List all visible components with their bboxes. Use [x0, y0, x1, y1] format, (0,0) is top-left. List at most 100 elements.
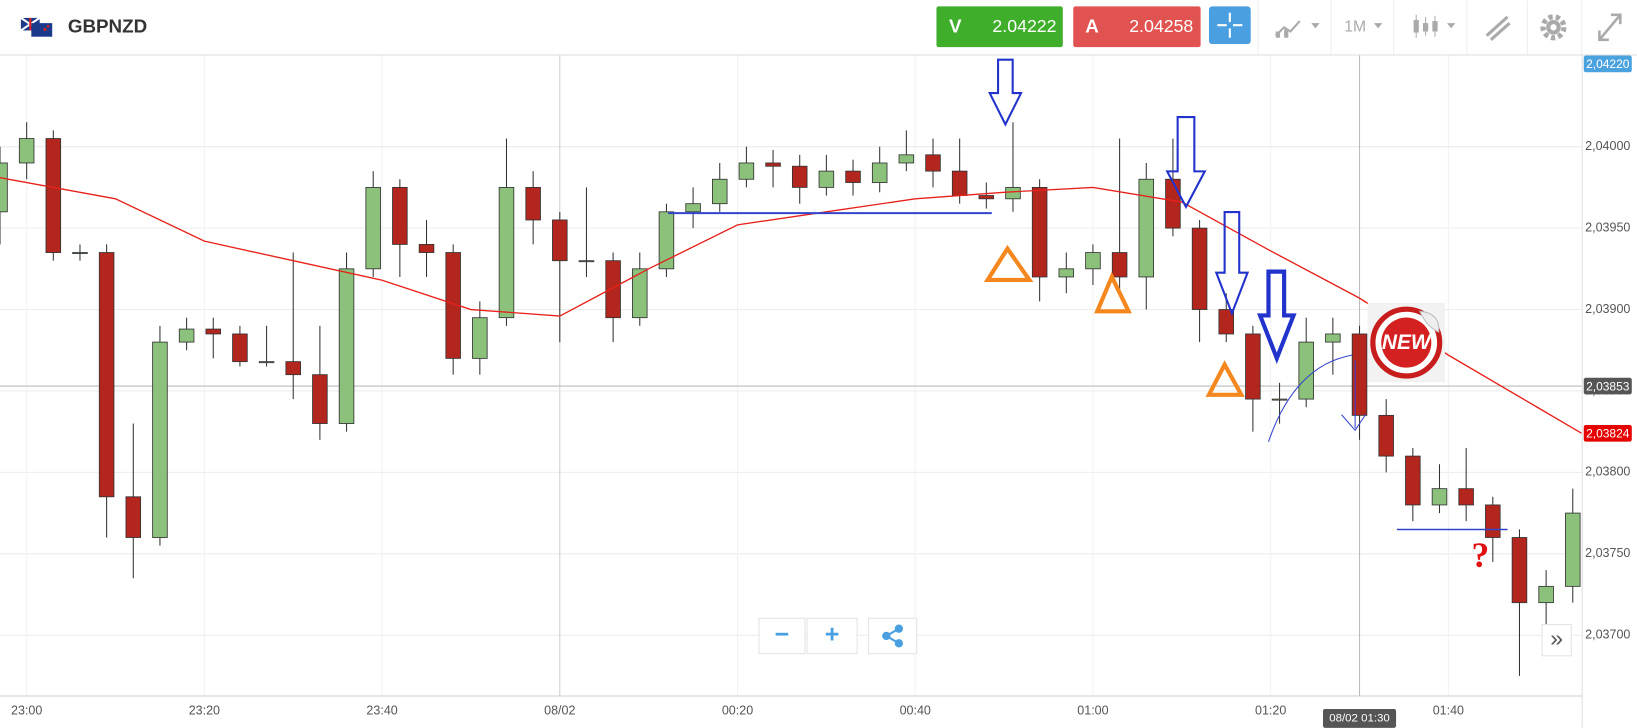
annotations	[668, 58, 1508, 531]
top-tag-bg	[1583, 55, 1632, 73]
sell-letter: V	[949, 15, 962, 36]
x-tick-label: 00:20	[722, 703, 753, 717]
x-tick-label: 01:00	[1077, 703, 1108, 717]
candle-body	[285, 361, 301, 376]
candle-body	[205, 328, 222, 335]
candle-body	[685, 203, 701, 213]
x-tick-label: 08/02	[544, 703, 575, 717]
candle-body	[658, 211, 675, 270]
candle-body	[232, 333, 248, 363]
crosshair-y-tag	[1583, 377, 1632, 395]
candle-body	[1165, 178, 1181, 229]
candle-body	[45, 138, 62, 253]
timeframe-caret	[1373, 23, 1383, 29]
candle-body	[1378, 414, 1394, 457]
candle-body	[578, 260, 595, 263]
candle-body	[1031, 186, 1048, 278]
candle-body	[18, 138, 35, 164]
candle-body	[1245, 333, 1261, 400]
candle-body	[1431, 488, 1448, 506]
y-tick-label: 2,03800	[1585, 465, 1630, 479]
candle-body	[472, 317, 488, 359]
candle-body	[898, 154, 915, 164]
candle-body	[258, 361, 275, 364]
candle-body	[1538, 585, 1554, 604]
zoom-in-label[interactable]: +	[825, 621, 840, 649]
chart-type-button[interactable]	[1275, 20, 1320, 38]
candle-body	[978, 195, 995, 200]
buy-price: 2.04258	[1129, 16, 1193, 36]
zoom-out-label[interactable]: −	[775, 621, 790, 649]
y-tick-label: 2,04000	[1585, 139, 1630, 153]
timeframe[interactable]: 1M	[1344, 18, 1366, 35]
moving-average	[0, 176, 1582, 434]
candle-body	[845, 170, 861, 183]
last-price-label: 2,03824	[1586, 427, 1630, 441]
scroll-label[interactable]: »	[1550, 625, 1563, 651]
candle-body	[1085, 252, 1101, 270]
candle-body	[0, 162, 8, 213]
candle-body	[738, 162, 755, 180]
sell-price: 2.04222	[992, 16, 1056, 36]
candle-body	[525, 186, 541, 221]
buy-letter: A	[1085, 15, 1099, 36]
toolbar	[0, 0, 1637, 55]
candle-body	[711, 178, 728, 205]
x-tick-label: 23:40	[366, 703, 397, 717]
candle-body	[152, 341, 168, 538]
top-tag: 2,04220	[1586, 57, 1630, 71]
zoom-controls	[758, 617, 1572, 657]
y-tick-label: 2,03950	[1585, 220, 1630, 234]
candle-body	[951, 170, 968, 196]
crosshair-button[interactable]	[1208, 6, 1251, 45]
candle-body	[1191, 227, 1208, 310]
last-price-tag	[1583, 424, 1632, 442]
question-mark: ?	[1472, 535, 1490, 575]
candle-body	[765, 162, 781, 167]
x-tick-label: 01:20	[1255, 703, 1286, 717]
candle-body	[178, 328, 195, 343]
candle-body	[925, 154, 941, 172]
share-button[interactable]	[868, 617, 918, 655]
candle-body	[1271, 398, 1288, 401]
candle-body	[1405, 455, 1421, 506]
crosshair-x-label: 08/02 01:30	[1329, 712, 1390, 724]
zoom-in-button[interactable]	[806, 617, 858, 655]
buy-button[interactable]	[1073, 6, 1201, 48]
settings-button[interactable]	[1540, 14, 1567, 41]
candle-body	[365, 186, 381, 270]
candle-body	[791, 165, 808, 188]
candle-body	[1351, 333, 1368, 416]
candle-body	[1565, 512, 1581, 587]
candle-body	[1058, 268, 1075, 278]
x-tick-label: 23:00	[11, 703, 42, 717]
crosshair-y-label: 2,03853	[1586, 379, 1630, 393]
candle-body	[1218, 309, 1234, 335]
symbol: GBPNZD	[68, 15, 147, 36]
sell-button[interactable]	[936, 6, 1063, 48]
y-tick-label: 2,03700	[1585, 628, 1630, 642]
candle-body	[98, 252, 115, 498]
zoom-out-button[interactable]	[758, 617, 806, 655]
candle-style-button[interactable]	[1413, 14, 1456, 38]
candle-body	[871, 162, 888, 183]
candle-body	[1005, 186, 1021, 200]
candle-body	[125, 496, 142, 538]
candle-body	[632, 268, 648, 319]
draw-button[interactable]	[1485, 15, 1511, 42]
crosshair-x-tag	[1322, 709, 1397, 728]
candle-body	[552, 219, 568, 262]
candle-body	[1485, 504, 1501, 538]
candle-body	[392, 186, 408, 245]
y-tick-label: 2,03900	[1585, 302, 1630, 316]
scroll-button[interactable]	[1541, 623, 1572, 657]
candle-body	[1458, 488, 1474, 506]
fullscreen-button[interactable]	[1598, 13, 1622, 42]
y-tick-label: 2,03750	[1585, 546, 1630, 560]
candle-body	[1511, 537, 1528, 604]
candle-body	[1325, 333, 1341, 343]
candle-body	[338, 268, 355, 424]
candle-body	[418, 243, 435, 253]
